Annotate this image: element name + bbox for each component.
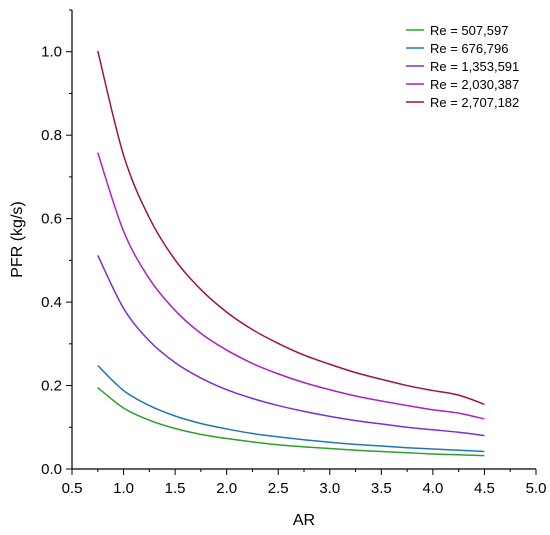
legend-label: Re = 507,597 bbox=[430, 23, 508, 38]
legend-label: Re = 2,707,182 bbox=[430, 95, 519, 110]
x-tick-label: 2.0 bbox=[216, 480, 237, 497]
x-tick-label: 1.5 bbox=[165, 480, 186, 497]
y-axis-title: PFR (kg/s) bbox=[9, 201, 26, 277]
y-tick-label: 0.4 bbox=[41, 294, 62, 311]
x-tick-label: 2.5 bbox=[268, 480, 289, 497]
series-line bbox=[97, 364, 485, 453]
legend: Re = 507,597 Re = 676,796 Re = 1,353,591 Re… bbox=[406, 23, 519, 110]
y-tick-label: 0.2 bbox=[41, 378, 62, 395]
x-tick-label: 5.0 bbox=[526, 480, 547, 497]
axes: 0.5 1.0 1.5 2.0 2.5 3.0 3.5 4.0 4.5 5.0 0.0 0.2 0.4 0… bbox=[41, 9, 547, 497]
legend-label: Re = 2,030,387 bbox=[430, 77, 519, 92]
series-line bbox=[97, 255, 485, 437]
legend-label: Re = 676,796 bbox=[430, 41, 508, 56]
series-line bbox=[97, 387, 485, 457]
y-tick-label: 1.0 bbox=[41, 44, 62, 61]
y-tick-label: 0.6 bbox=[41, 211, 62, 228]
y-tick-label: 0.8 bbox=[41, 127, 62, 144]
x-tick-label: 4.5 bbox=[474, 480, 495, 497]
x-tick-label: 4.0 bbox=[422, 480, 443, 497]
x-tick-label: 1.0 bbox=[113, 480, 134, 497]
legend-label: Re = 1,353,591 bbox=[430, 59, 519, 74]
x-tick-label: 3.5 bbox=[371, 480, 392, 497]
series-lines bbox=[97, 50, 485, 457]
x-tick-label: 0.5 bbox=[62, 480, 83, 497]
x-tick-label: 3.0 bbox=[319, 480, 340, 497]
series-line bbox=[97, 152, 485, 420]
y-tick-label: 0.0 bbox=[41, 461, 62, 478]
x-axis-title: AR bbox=[293, 512, 315, 529]
series-line bbox=[97, 50, 485, 406]
